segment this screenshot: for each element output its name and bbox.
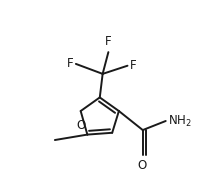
Text: F: F [67,57,74,70]
Text: O: O [137,159,147,172]
Text: F: F [105,35,112,48]
Text: F: F [130,59,136,72]
Text: NH$_2$: NH$_2$ [168,114,192,129]
Text: O: O [76,119,85,132]
